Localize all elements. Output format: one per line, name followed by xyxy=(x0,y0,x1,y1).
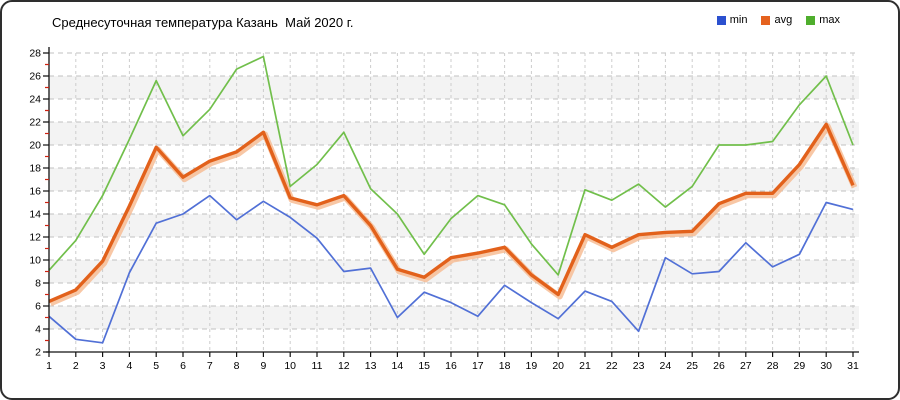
plot-band xyxy=(49,76,859,99)
y-tick-label: 16 xyxy=(29,186,41,198)
x-tick-label: 30 xyxy=(820,360,832,372)
x-tick-label: 26 xyxy=(713,360,725,372)
x-tick-label: 27 xyxy=(740,360,752,372)
y-tick-label: 26 xyxy=(29,71,41,83)
x-tick-label: 5 xyxy=(153,360,159,372)
x-tick-label: 6 xyxy=(180,360,186,372)
x-tick-label: 28 xyxy=(767,360,779,372)
y-tick-label: 28 xyxy=(29,48,41,60)
x-tick-label: 14 xyxy=(392,360,404,372)
legend-label-max: max xyxy=(819,14,840,26)
x-tick-label: 17 xyxy=(472,360,484,372)
legend-swatch-min-icon xyxy=(716,15,726,25)
plot-band xyxy=(49,168,859,191)
y-tick-label: 18 xyxy=(29,163,41,175)
legend-swatch-max-icon xyxy=(806,15,816,25)
x-tick-label: 20 xyxy=(552,360,564,372)
y-tick-label: 20 xyxy=(29,140,41,152)
x-tick-label: 29 xyxy=(794,360,806,372)
x-tick-label: 2 xyxy=(73,360,79,372)
y-tick-label: 8 xyxy=(35,278,41,290)
x-tick-label: 4 xyxy=(126,360,132,372)
y-tick-label: 14 xyxy=(29,209,41,221)
plot-band xyxy=(49,214,859,237)
plot-band xyxy=(49,260,859,283)
legend-item-avg: avg xyxy=(761,14,792,26)
y-tick-label: 12 xyxy=(29,232,41,244)
y-tick-label: 22 xyxy=(29,117,41,129)
legend-item-max: max xyxy=(806,14,840,26)
x-tick-label: 18 xyxy=(499,360,511,372)
page-title: Среднесуточная температура Казань Май 20… xyxy=(52,15,354,30)
y-tick-label: 2 xyxy=(35,347,41,359)
x-tick-label: 23 xyxy=(633,360,645,372)
x-tick-label: 10 xyxy=(284,360,296,372)
x-tick-label: 7 xyxy=(207,360,213,372)
series-line-min xyxy=(48,194,854,344)
x-tick-label: 13 xyxy=(365,360,377,372)
legend: min avg max xyxy=(716,14,840,26)
legend-label-avg: avg xyxy=(774,14,793,26)
y-tick-label: 6 xyxy=(35,301,41,313)
legend-item-min: min xyxy=(716,14,748,26)
series-line-avg-halo xyxy=(49,123,858,307)
x-tick-label: 11 xyxy=(312,360,323,372)
plot-band xyxy=(49,122,859,145)
x-tick-label: 22 xyxy=(606,360,618,372)
y-tick-label: 24 xyxy=(29,94,41,106)
x-tick-label: 31 xyxy=(847,360,859,372)
x-tick-label: 1 xyxy=(46,360,52,372)
x-tick-label: 16 xyxy=(445,360,457,372)
x-tick-label: 9 xyxy=(260,360,266,372)
legend-label-min: min xyxy=(729,14,748,26)
x-tick-label: 24 xyxy=(660,360,672,372)
x-tick-label: 21 xyxy=(579,360,591,372)
series-line-avg xyxy=(48,122,855,303)
legend-swatch-avg-icon xyxy=(761,15,771,25)
x-tick-label: 25 xyxy=(686,360,698,372)
x-tick-label: 12 xyxy=(338,360,350,372)
series-line-max xyxy=(48,55,854,276)
y-tick-label: 4 xyxy=(35,324,41,336)
y-tick-label: 10 xyxy=(29,255,41,267)
x-tick-label: 8 xyxy=(234,360,240,372)
x-tick-label: 15 xyxy=(418,360,430,372)
x-tick-label: 19 xyxy=(526,360,538,372)
plot-band xyxy=(49,306,859,329)
x-tick-label: 3 xyxy=(100,360,106,372)
